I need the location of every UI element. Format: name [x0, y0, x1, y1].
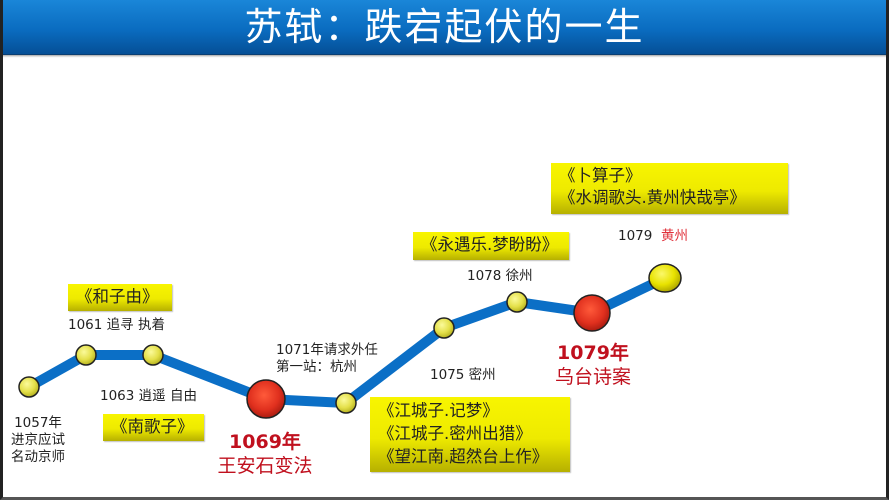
label-1057-line2: 进京应试: [11, 432, 65, 448]
node-1063: [142, 344, 164, 366]
work-title: 《望江南.超然台上作》: [378, 447, 549, 466]
label-1069: 1069年 王安石变法: [205, 430, 325, 478]
node-1071: [335, 392, 357, 414]
work-title: 《永遇乐.梦盼盼》: [421, 235, 559, 254]
page-title: 苏轼：跌宕起伏的一生: [244, 5, 645, 49]
label-1079b-year: 1079: [618, 228, 653, 244]
work-title: 《江城子.记梦》: [378, 401, 499, 420]
node-1057: [18, 376, 40, 398]
label-1063: 1063 逍遥 自由: [100, 388, 197, 404]
label-1061: 1061 追寻 执着: [68, 317, 165, 333]
label-1079-wutai: 1079年 乌台诗案: [545, 341, 641, 389]
label-1079b-place: 黄州: [660, 228, 688, 244]
node-1079-major: [573, 294, 611, 332]
work-title: 《江城子.密州出猎》: [378, 424, 532, 443]
work-title: 《南歌子》: [111, 417, 194, 436]
node-1075: [433, 317, 455, 339]
label-1057: 1057年 进京应试 名动京师: [8, 415, 68, 466]
node-1078: [506, 291, 528, 313]
label-1069-event: 王安石变法: [217, 455, 313, 477]
label-1071-line1: 1071年请求外任: [276, 342, 378, 358]
work-title: 《卜算子》: [559, 166, 642, 185]
label-1079-event: 乌台诗案: [554, 366, 631, 388]
label-1079-year: 1079年: [557, 342, 629, 364]
label-1071: 1071年请求外任 第一站：杭州: [276, 342, 378, 376]
works-box-hezi-you: 《和子由》: [68, 284, 172, 311]
works-box-yongyule: 《永遇乐.梦盼盼》: [413, 232, 569, 260]
label-1078: 1078 徐州: [467, 268, 533, 284]
label-1071-line2: 第一站：杭州: [276, 359, 357, 375]
node-1061: [75, 344, 97, 366]
label-1057-year: 1057年: [14, 415, 62, 431]
label-1079-huangzhou: 1079 黄州: [618, 228, 688, 245]
work-title: 《水调歌头.黄州快哉亭》: [559, 188, 746, 207]
works-box-huangzhou: 《卜算子》 《水调歌头.黄州快哉亭》: [551, 163, 788, 214]
node-1079-huangzhou: [648, 263, 682, 293]
works-box-nan-gezi: 《南歌子》: [103, 414, 204, 441]
work-title: 《和子由》: [76, 287, 159, 306]
label-1069-year: 1069年: [229, 431, 301, 453]
label-1075: 1075 密州: [430, 367, 496, 383]
node-1069-major: [246, 379, 286, 419]
works-box-mizhou: 《江城子.记梦》 《江城子.密州出猎》 《望江南.超然台上作》: [370, 397, 570, 472]
title-banner: 苏轼：跌宕起伏的一生: [0, 0, 889, 55]
label-1057-line3: 名动京师: [11, 449, 65, 465]
